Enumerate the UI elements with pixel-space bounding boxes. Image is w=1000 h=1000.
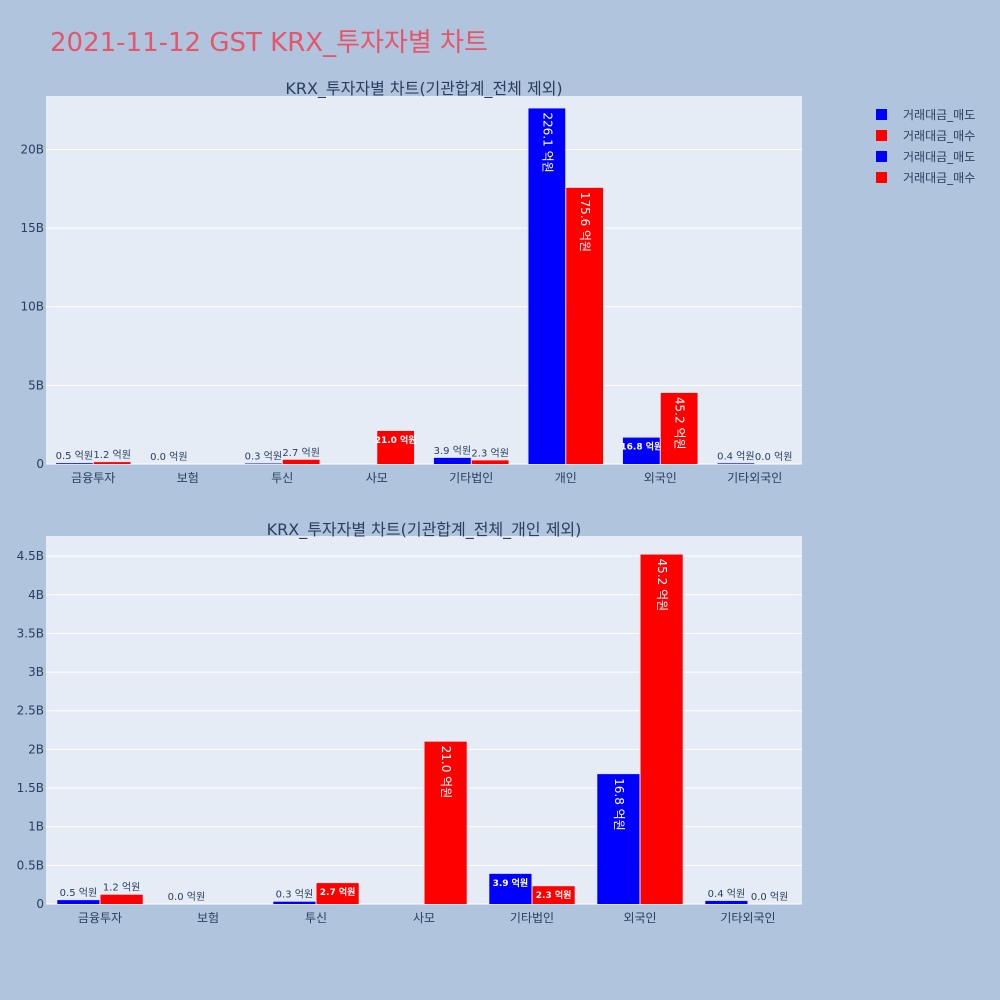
y-tick-label: 4B [28, 588, 44, 602]
chart-panel-2: 0 0.5B 1B 1.5B 2B 2.5B 3B 3.5B 4B 4.5B KRX_투자자별 차트… [17, 520, 802, 925]
x-tick-label: 기타법인 [449, 471, 493, 485]
bar [93, 462, 131, 464]
data-label: 226.1 억원 [540, 112, 554, 172]
data-label: 0.0 억원 [755, 451, 792, 463]
chart-title: KRX_투자자별 차트(기관합계_전체 제외) [285, 79, 562, 99]
data-label: 16.8 억원 [620, 441, 662, 453]
x-tick-label: 사모 [413, 911, 435, 925]
legend[interactable]: 거래대금_매도 거래대금_매수 거래대금_매도 거래대금_매수 [876, 104, 975, 188]
x-tick-label: 투신 [305, 911, 327, 925]
bar [273, 901, 316, 904]
y-tick-label: 1B [28, 820, 44, 834]
data-label: 0.4 억원 [717, 450, 754, 462]
data-label: 175.6 억원 [578, 192, 592, 252]
data-label: 0.3 억원 [245, 451, 282, 463]
data-label: 0.0 억원 [751, 891, 788, 903]
bar [597, 774, 640, 904]
data-label: 2.7 억원 [282, 447, 319, 459]
bar [660, 392, 698, 464]
data-label: 45.2 억원 [673, 397, 687, 450]
bar [424, 741, 467, 904]
x-tick-label: 보험 [177, 471, 199, 485]
x-tick-label: 기타외국인 [727, 471, 782, 485]
x-tick-label: 외국인 [644, 471, 677, 485]
y-tick-label: 10B [20, 300, 44, 314]
bar [377, 430, 415, 464]
y-tick-label: 2.5B [17, 704, 44, 718]
data-label: 0.0 억원 [150, 451, 187, 463]
data-label: 3.9 억원 [493, 877, 529, 889]
data-label: 3.9 억원 [434, 445, 471, 457]
bar [282, 459, 320, 464]
legend-item-sell-1[interactable]: 거래대금_매도 [876, 104, 975, 125]
bar [528, 108, 566, 464]
data-label: 2.3 억원 [536, 889, 572, 901]
bar [640, 554, 683, 904]
data-label: 21.0 억원 [439, 746, 453, 799]
bar [566, 187, 604, 465]
x-tick-label: 금융투자 [78, 911, 122, 925]
x-tick-label: 금융투자 [71, 471, 115, 485]
x-tick-label: 보험 [197, 911, 219, 925]
bar [489, 873, 532, 904]
data-label: 16.8 억원 [612, 778, 626, 831]
legend-swatch [876, 172, 887, 183]
legend-label: 거래대금_매수 [903, 129, 976, 143]
bar [100, 894, 143, 904]
bar [705, 900, 748, 904]
legend-swatch [876, 130, 887, 141]
legend-swatch [876, 151, 887, 162]
bar [471, 460, 509, 464]
x-tick-label: 개인 [555, 471, 577, 485]
bar [532, 886, 575, 904]
x-tick-label: 투신 [271, 471, 293, 485]
data-label: 0.5 억원 [56, 450, 93, 462]
x-tick-label: 외국인 [623, 911, 656, 925]
bar [717, 463, 755, 464]
legend-label: 거래대금_매수 [903, 171, 976, 185]
legend-swatch [876, 109, 887, 120]
y-tick-label: 2B [28, 742, 44, 756]
y-tick-label: 1.5B [17, 781, 44, 795]
y-tick-label: 3B [28, 665, 44, 679]
bar [622, 437, 660, 464]
data-label: 0.4 억원 [708, 888, 745, 900]
legend-item-buy-2[interactable]: 거래대금_매수 [876, 167, 975, 188]
data-label: 1.2 억원 [93, 449, 130, 461]
bar [55, 463, 93, 464]
legend-label: 거래대금_매도 [903, 150, 976, 164]
y-tick-label: 0.5B [17, 858, 44, 872]
legend-item-sell-2[interactable]: 거래대금_매도 [876, 146, 975, 167]
data-label: 0.5 억원 [60, 887, 97, 899]
plot-area [46, 536, 802, 904]
y-tick-label: 0 [36, 897, 44, 911]
y-tick-label: 5B [28, 378, 44, 392]
data-label: 45.2 억원 [655, 559, 669, 612]
data-label: 0.0 억원 [168, 891, 205, 903]
bar [316, 883, 359, 904]
x-tick-label: 기타외국인 [720, 911, 775, 925]
data-label: 2.7 억원 [320, 886, 356, 898]
y-tick-label: 20B [20, 142, 44, 156]
y-tick-label: 3.5B [17, 626, 44, 640]
data-label: 21.0 억원 [375, 434, 417, 446]
page-title: 2021-11-12 GST KRX_투자자별 차트 [50, 28, 488, 58]
data-label: 1.2 억원 [103, 882, 140, 894]
y-tick-label: 4.5B [17, 549, 44, 563]
legend-item-buy-1[interactable]: 거래대금_매수 [876, 125, 975, 146]
chart-panel-1: 0 5B 10B 15B 20B KRX_투자자별 차트(기관합계_전체 제외) 금융투자 0… [20, 79, 802, 485]
legend-label: 거래대금_매도 [903, 108, 976, 122]
y-tick-label: 0 [36, 457, 44, 471]
data-label: 0.3 억원 [276, 889, 313, 901]
y-tick-label: 15B [20, 221, 44, 235]
bar [57, 900, 100, 904]
data-label: 2.3 억원 [471, 447, 508, 459]
chart-title: KRX_투자자별 차트(기관합계_전체_개인 제외) [267, 520, 582, 540]
bar [433, 457, 471, 464]
x-tick-label: 사모 [366, 471, 388, 485]
x-tick-label: 기타법인 [510, 911, 554, 925]
